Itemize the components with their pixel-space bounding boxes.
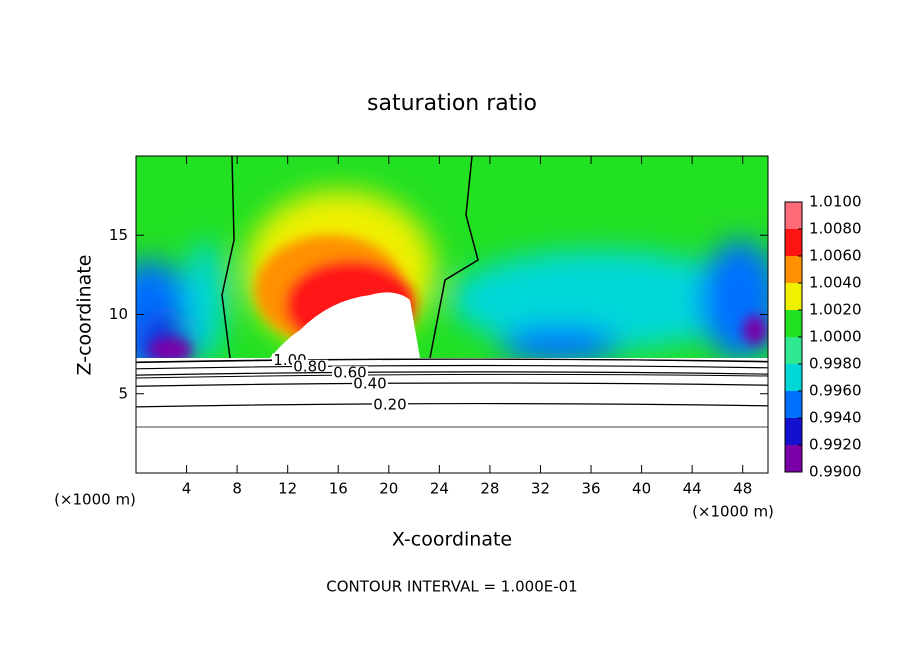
colorbar-swatch [785,202,802,229]
chart-title: saturation ratio [367,91,537,116]
x-unit: (×1000 m) [54,491,136,509]
colorbar-swatch [785,445,802,472]
y-tick-label: 10 [109,305,128,323]
contour-label: 0.20 [373,395,406,413]
y-tick-label: 15 [109,226,128,244]
colorbar-label: 1.0020 [809,301,862,319]
contour-line [135,371,769,376]
contour-label: 0.40 [353,375,386,393]
contour-line [135,402,769,408]
field [136,156,768,473]
colorbar-swatch [785,391,802,418]
x-tick-label: 12 [278,480,297,498]
x-tick-label: 24 [430,480,449,498]
x-tick-label: 40 [632,480,651,498]
x-axis-label: X-coordinate [392,529,512,551]
x-tick-label: 36 [581,480,600,498]
x-tick-label: 16 [329,480,348,498]
x-tick-label: 44 [683,480,702,498]
x-tick-label: 32 [531,480,550,498]
x-tick-label: 28 [480,480,499,498]
contour-label: 0.60 [333,364,366,382]
x-unit: (×1000 m) [692,503,774,521]
contour-label-bg [352,377,388,392]
contour-label: 0.80 [293,357,326,375]
colorbar-label: 0.9940 [809,409,862,427]
contour-label-bg [332,366,368,381]
x-tick-label: 4 [182,480,192,498]
x-tick-label: 8 [232,480,242,498]
colorbar-label: 0.9900 [809,463,862,481]
colorbar-label: 1.0040 [809,274,862,292]
x-tick-label: 20 [379,480,398,498]
y-tick-label: 5 [118,384,128,402]
contour-line [135,364,769,370]
colorbar-label: 0.9980 [809,355,862,373]
colorbar-label: 1.0080 [809,220,862,238]
contour-label-bg [372,397,408,412]
colorbar-swatch [785,256,802,283]
y-axis-label: Z-coordinate [74,255,96,376]
colorbar-swatch [785,310,802,337]
colorbar-swatch [785,364,802,391]
colorbar-swatch [785,337,802,364]
colorbar-label: 1.0060 [809,247,862,265]
footer: CONTOUR INTERVAL = 1.000E-01 [326,578,577,596]
colorbar-label: 1.0100 [809,193,862,211]
colorbar-label: 0.9960 [809,382,862,400]
colorbar-label: 0.9920 [809,436,862,454]
x-tick-label: 48 [733,480,752,498]
contour-line [135,358,769,364]
colorbar-label: 1.0000 [809,328,862,346]
colorbar-swatch [785,283,802,310]
colorbar-swatch [785,418,802,445]
contour-label-bg [292,359,328,374]
colorbar-swatch [785,229,802,256]
contour-line [135,382,769,387]
